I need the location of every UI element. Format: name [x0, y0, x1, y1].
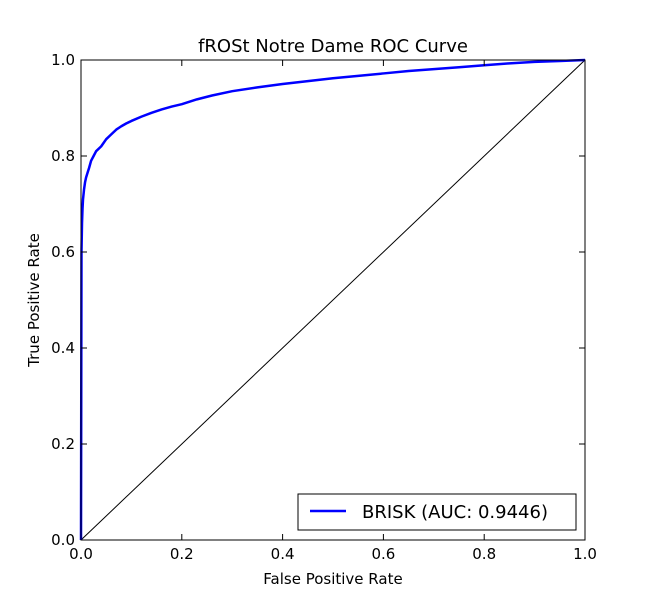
x-tick-label: 0.6 — [371, 545, 395, 563]
x-tick-label: 0.4 — [271, 545, 295, 563]
x-tick-label: 0.2 — [170, 545, 194, 563]
plot-frame — [80, 59, 586, 541]
x-tick-label: 0.0 — [69, 545, 93, 563]
y-tick-label: 0.4 — [51, 339, 75, 357]
x-tick-label: 0.8 — [472, 545, 496, 563]
series-line-brisk — [79, 58, 586, 541]
y-tick-label: 0.2 — [51, 435, 75, 453]
legend-entry-brisk: BRISK (AUC: 0.9446) — [362, 502, 548, 523]
chart-title: fROSt Notre Dame ROC Curve — [198, 36, 468, 57]
y-tick-label: 0.8 — [51, 147, 75, 165]
y-axis-label: True Positive Rate — [25, 233, 43, 368]
x-axis-label: False Positive Rate — [263, 570, 402, 588]
series-layer — [79, 58, 586, 541]
ticks-layer: 0.0 0.2 0.4 0.6 0.8 1.0 0.0 0.2 0.4 0.6 0.8 1.0 — [51, 51, 597, 563]
y-tick-label: 0.0 — [51, 531, 75, 549]
y-tick-label: 0.6 — [51, 243, 75, 261]
legend: BRISK (AUC: 0.9446) — [297, 493, 577, 531]
series-line-diagonal — [80, 59, 586, 541]
x-tick-label: 1.0 — [573, 545, 597, 563]
y-tick-label: 1.0 — [51, 51, 75, 69]
